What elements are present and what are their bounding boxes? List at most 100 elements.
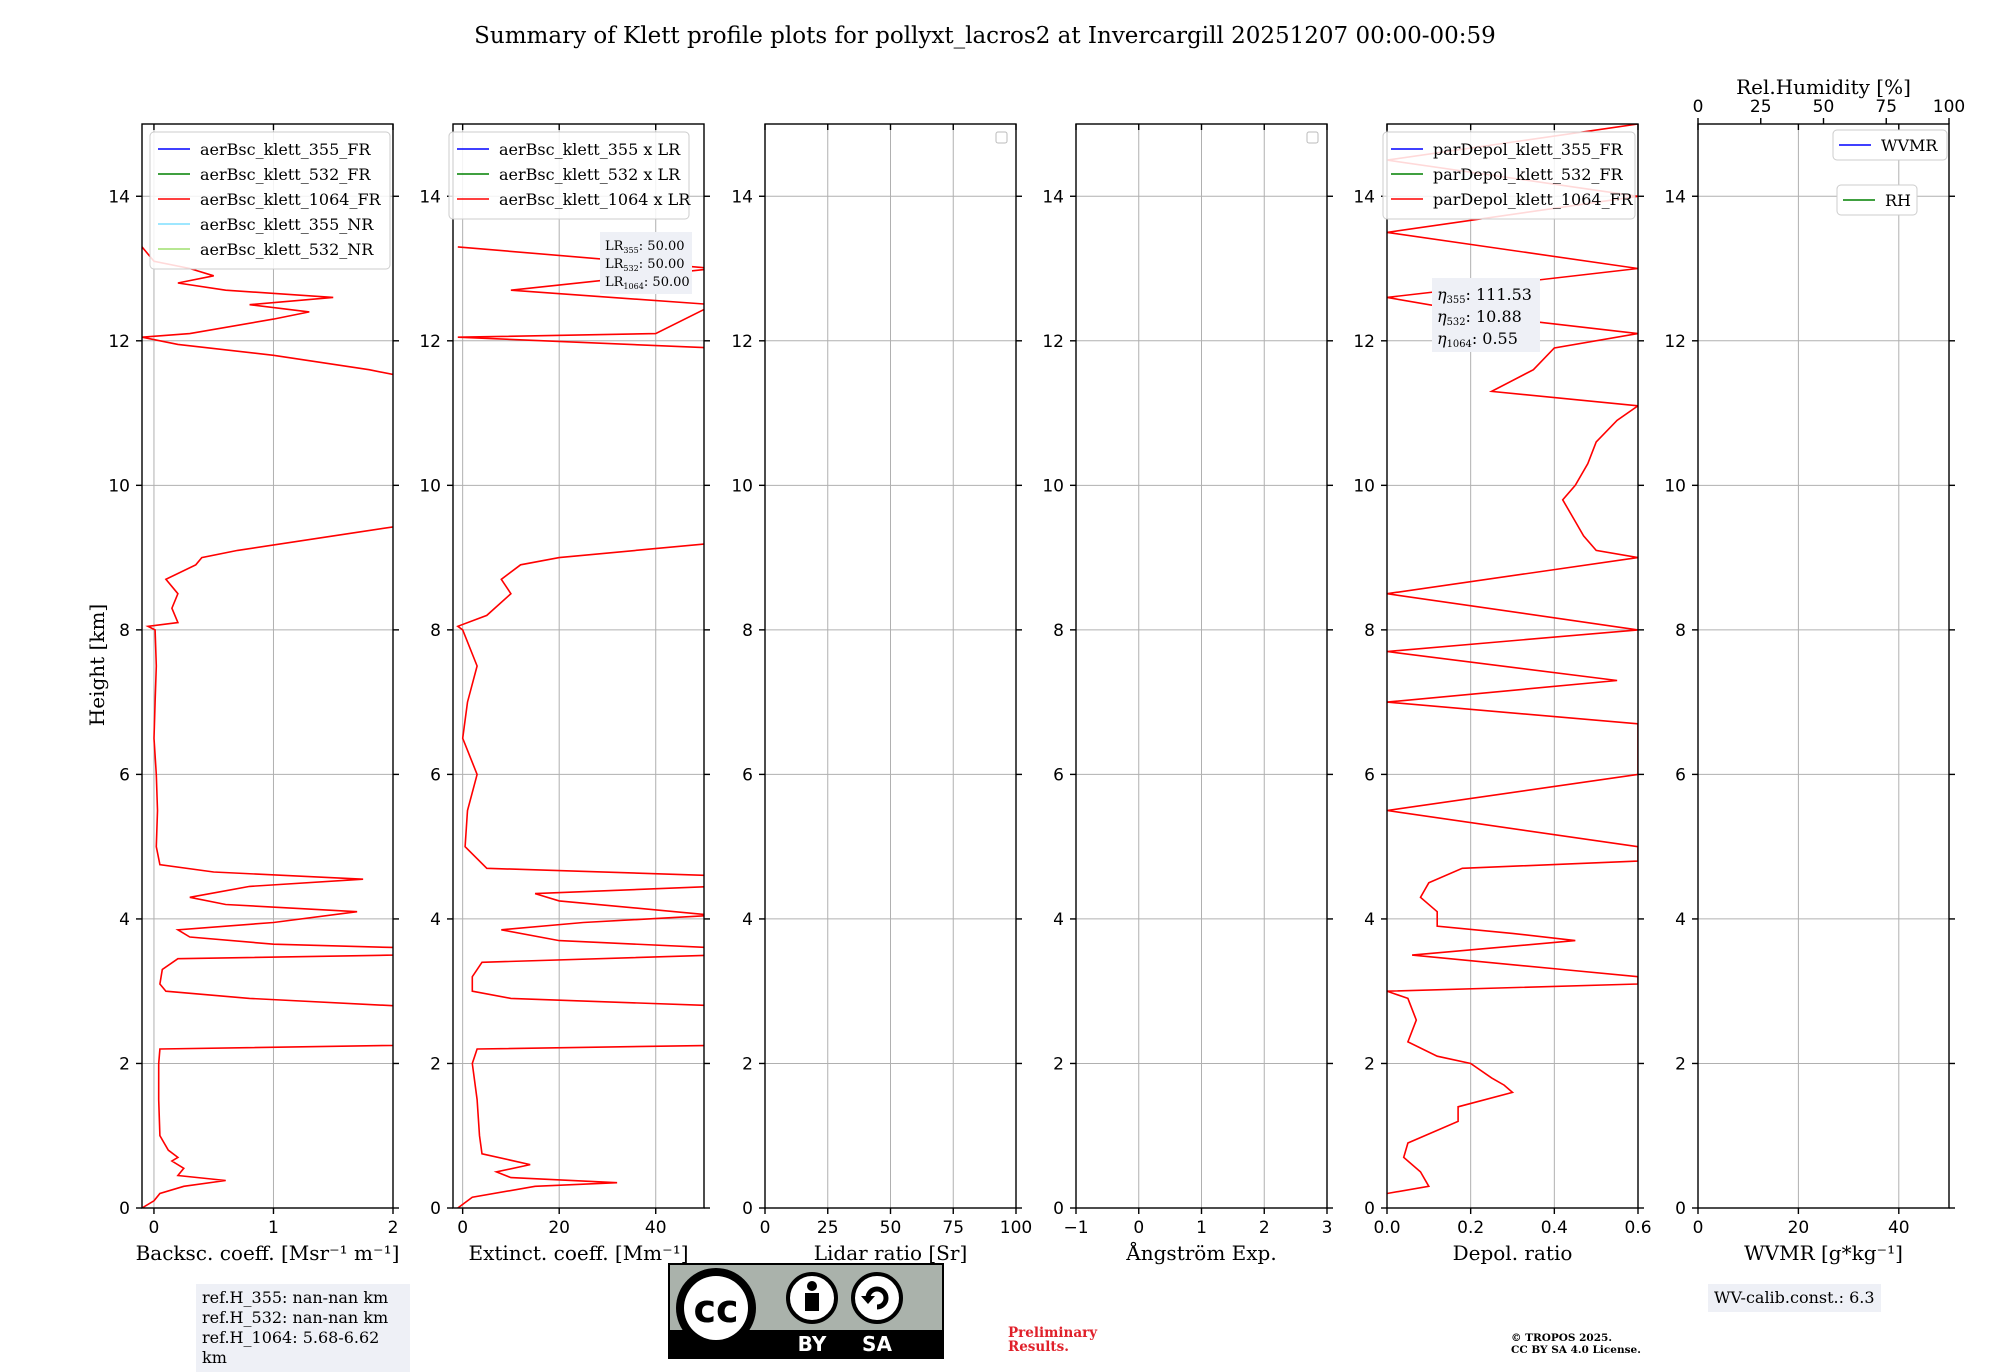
x-tick-label: 0.4 [1541, 1218, 1568, 1238]
axes-frame [141, 123, 394, 1209]
annotation-box [600, 232, 692, 294]
top-x-tick-label: 75 [1875, 97, 1897, 117]
y-tick-label: 12 [1353, 332, 1375, 352]
y-tick-label: 4 [742, 910, 753, 930]
preliminary-note: Preliminary Results. [1008, 1326, 1097, 1354]
y-tick-label: 8 [119, 621, 130, 641]
x-axis-label: Depol. ratio [1453, 1241, 1573, 1265]
legend-entry: RH [1885, 191, 1911, 210]
x-tick-label: 20 [548, 1218, 570, 1238]
empty-legend-box [1306, 131, 1319, 144]
y-tick-label: 14 [108, 187, 130, 207]
by-label: BY [798, 1332, 827, 1356]
annotation-line: LR1064: 50.00 [605, 275, 690, 291]
x-tick-label: 0 [1693, 1218, 1704, 1238]
x-tick-label: 75 [942, 1218, 964, 1238]
x-tick-label: −1 [1063, 1218, 1088, 1238]
y-tick-label: 0 [1053, 1199, 1064, 1219]
x-tick-label: 0 [1133, 1218, 1144, 1238]
top-x-tick-label: 0 [1693, 97, 1704, 117]
axes-frame [1697, 123, 1950, 1209]
y-tick-label: 4 [119, 910, 130, 930]
ref-height-1064: ref.H_1064: 5.68-6.62 km [202, 1328, 380, 1367]
copyright-note: © TROPOS 2025. CC BY SA 4.0 License. [1511, 1332, 1641, 1356]
y-tick-label: 0 [1675, 1199, 1686, 1219]
axes-frame [452, 123, 705, 1209]
y-tick-label: 14 [419, 187, 441, 207]
legend-entry: aerBsc_klett_532 x LR [499, 165, 681, 184]
x-tick-label: 40 [1888, 1218, 1910, 1238]
y-tick-label: 0 [430, 1199, 441, 1219]
y-tick-label: 6 [742, 765, 753, 785]
x-tick-label: 0.2 [1457, 1218, 1484, 1238]
y-tick-label: 14 [1042, 187, 1064, 207]
legend-entry: parDepol_klett_532_FR [1433, 165, 1624, 184]
y-tick-label: 6 [1675, 765, 1686, 785]
annotation-line: LR355: 50.00 [605, 239, 685, 255]
y-tick-label: 2 [1675, 1054, 1686, 1074]
x-tick-label: 2 [1259, 1218, 1270, 1238]
x-axis-label: WVMR [g*kg⁻¹] [1744, 1241, 1903, 1265]
y-tick-label: 4 [1675, 910, 1686, 930]
copyright-line-1: © TROPOS 2025. [1511, 1332, 1613, 1344]
axes-frame [1386, 123, 1639, 1209]
legend-entry: aerBsc_klett_355_NR [200, 215, 374, 234]
series-line-aerBsc_klett_1064 x LR [456, 246, 704, 1208]
y-tick-label: 4 [1364, 910, 1375, 930]
x-tick-label: 0.6 [1624, 1218, 1651, 1238]
y-tick-label: 4 [1053, 910, 1064, 930]
legend-box [1382, 131, 1636, 220]
series-line-parDepol_klett_1064_FR [1387, 124, 1638, 1195]
y-tick-label: 10 [731, 476, 753, 496]
x-tick-label: 1 [1196, 1218, 1207, 1238]
y-tick-label: 12 [1664, 332, 1686, 352]
figure-title: Summary of Klett profile plots for polly… [474, 23, 1496, 49]
x-tick-label: 0 [457, 1218, 468, 1238]
x-tick-label: 0.0 [1373, 1218, 1400, 1238]
wv-calib-box: WV-calib.const.: 6.3 [1708, 1284, 1881, 1312]
panel-lidar_ratio: 0 25 50 75 100 0 2 4 6 8 10 12 14 Lidar ratio [Sr] [731, 123, 1032, 1265]
y-tick-label: 6 [119, 765, 130, 785]
annotation-line: η1064: 0.55 [1437, 329, 1518, 350]
x-tick-label: 0 [149, 1218, 160, 1238]
y-tick-label: 10 [1664, 476, 1686, 496]
y-tick-label: 10 [108, 476, 130, 496]
panel-extinction: 0 20 40 0 2 4 6 8 10 12 14 Extinct. coeff. [Mm⁻¹] ae… [419, 123, 710, 1265]
y-tick-label: 10 [419, 476, 441, 496]
y-tick-label: 12 [731, 332, 753, 352]
x-axis-label: Extinct. coeff. [Mm⁻¹] [468, 1241, 688, 1265]
legend-entry: aerBsc_klett_532_NR [200, 240, 374, 259]
legend-entry: aerBsc_klett_355_FR [200, 140, 371, 159]
x-tick-label: 20 [1788, 1218, 1810, 1238]
y-tick-label: 2 [1053, 1054, 1064, 1074]
y-tick-label: 6 [430, 765, 441, 785]
y-tick-label: 0 [742, 1199, 753, 1219]
y-tick-label: 8 [1364, 621, 1375, 641]
legend-entry: aerBsc_klett_532_FR [200, 165, 371, 184]
legend-entry: aerBsc_klett_355 x LR [499, 140, 681, 159]
y-tick-label: 8 [742, 621, 753, 641]
annotation-line: η355: 111.53 [1437, 285, 1532, 306]
y-tick-label: 6 [1364, 765, 1375, 785]
panel-wvmr: 0 20 40 0 2 4 6 8 10 12 14 WVMR [g*kg⁻¹] 0 25 50 75 100 R… [1664, 75, 1965, 1265]
top-x-tick-label: 25 [1750, 97, 1772, 117]
y-axis-label: Height [km] [85, 604, 109, 726]
x-tick-label: 50 [880, 1218, 902, 1238]
y-tick-label: 14 [731, 187, 753, 207]
x-axis-label: Backsc. coeff. [Msr⁻¹ m⁻¹] [136, 1241, 400, 1265]
empty-legend-box [995, 131, 1008, 144]
y-tick-label: 8 [430, 621, 441, 641]
x-tick-label: 3 [1322, 1218, 1333, 1238]
y-tick-label: 2 [1364, 1054, 1375, 1074]
x-tick-label: 2 [388, 1218, 399, 1238]
y-tick-label: 0 [1364, 1199, 1375, 1219]
share-alike-icon [851, 1272, 903, 1324]
preliminary-line-1: Preliminary [1008, 1325, 1098, 1341]
x-tick-label: 40 [645, 1218, 667, 1238]
x-tick-label: 100 [1000, 1218, 1032, 1238]
series-line-aerBsc_klett_1064_FR [142, 246, 393, 1208]
wv-calib-text: WV-calib.const.: 6.3 [1714, 1288, 1875, 1307]
